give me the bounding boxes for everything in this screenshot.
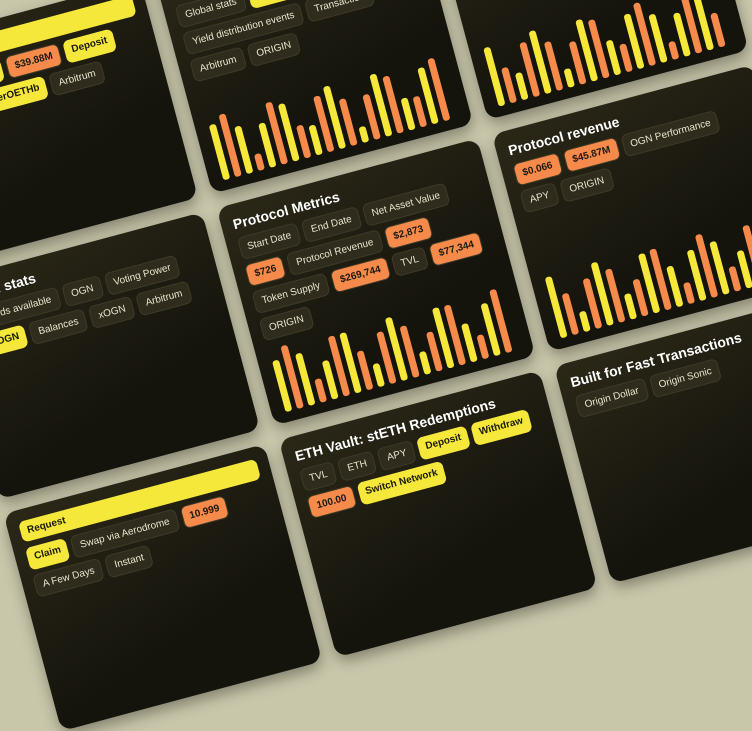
decorative-bar (254, 153, 265, 171)
decorative-bar (728, 266, 741, 292)
decorative-bar (296, 124, 311, 158)
label: Instant (104, 544, 154, 578)
button[interactable]: Get superOETHb (0, 76, 49, 123)
decorative-chart (541, 209, 752, 339)
decorative-bar (683, 282, 695, 305)
label: ORIGIN (559, 167, 615, 203)
label: $77,344 (428, 231, 484, 267)
button[interactable]: Get OGN (0, 324, 29, 361)
label: xOGN (88, 296, 136, 330)
label: APY (377, 440, 418, 472)
decorative-bar (412, 96, 427, 128)
page: Get OUSD$7.59MGet OS$39.88MDepositStakeG… (0, 0, 752, 564)
decorative-bar (419, 351, 432, 375)
button[interactable]: Deposit (62, 28, 117, 63)
label: TVL (299, 461, 338, 492)
decorative-bar (668, 41, 680, 61)
decorative-bar (476, 334, 489, 360)
label: TVL (390, 246, 429, 277)
label: OGN (61, 275, 104, 307)
decorative-bar (515, 72, 529, 101)
label: $0.066 (512, 152, 563, 186)
label: ETH (337, 450, 378, 482)
decorative-bar (400, 97, 415, 131)
decorative-bar (308, 124, 323, 155)
decorative-bar (314, 378, 327, 403)
button[interactable]: Deposit (416, 425, 471, 460)
label: 10.999 (179, 495, 230, 529)
decorative-bar (372, 363, 385, 388)
decorative-bar (579, 310, 591, 332)
label: $726 (244, 255, 287, 287)
decorative-bar (483, 47, 505, 107)
label: 100.00 (306, 485, 357, 519)
decorative-bar (563, 68, 575, 88)
decorative-bar (619, 43, 633, 72)
label: $2,873 (383, 216, 434, 250)
decorative-bar (358, 126, 369, 143)
button[interactable]: Claim (25, 538, 71, 571)
label: APY (519, 182, 560, 214)
label: Transaction (304, 0, 376, 23)
decorative-bar (624, 293, 638, 320)
decorative-bar (545, 276, 568, 339)
